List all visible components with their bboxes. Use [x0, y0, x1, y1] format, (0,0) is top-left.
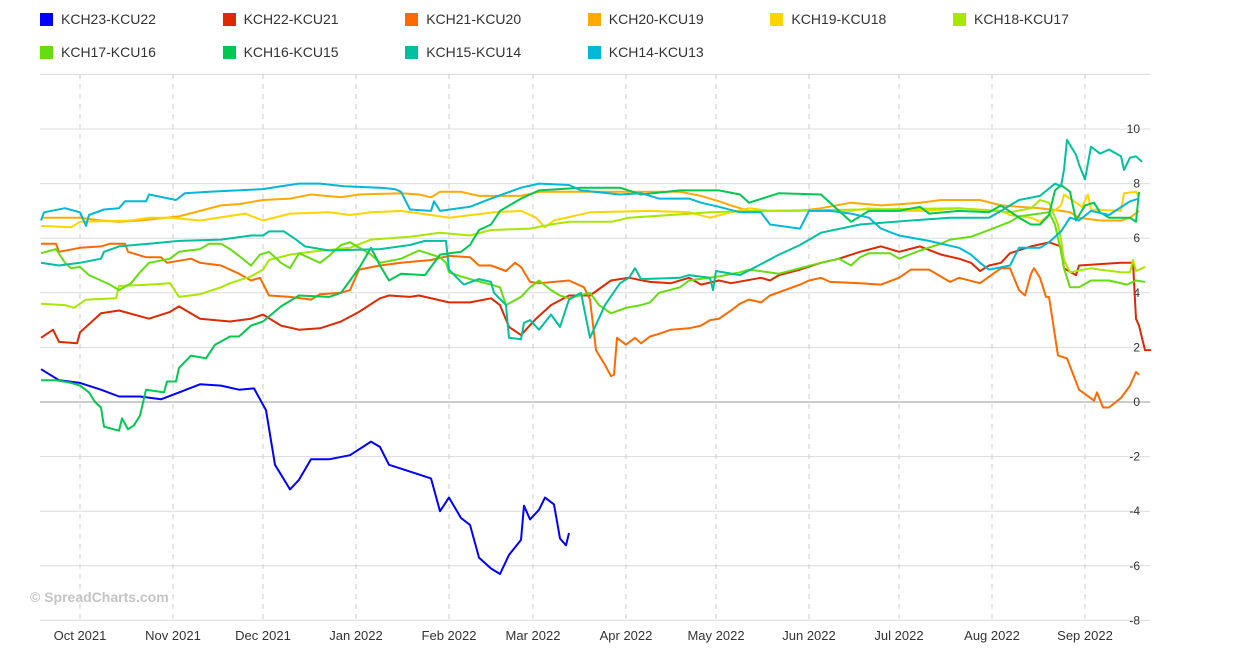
y-tick-label: 6: [1133, 231, 1140, 245]
legend-swatch: [222, 12, 236, 26]
x-tick-label: Jul 2022: [874, 628, 923, 643]
series-line-kch15-kcu14: [40, 138, 1143, 341]
y-tick-label: 10: [1127, 122, 1141, 136]
legend-item-kch14-kcu13[interactable]: KCH14-KCU13: [587, 43, 704, 61]
legend-swatch: [405, 45, 419, 59]
x-axis-labels: Oct 2021 Nov 2021 Dec 2021 Jan 2022 Feb 2022…: [54, 628, 1113, 643]
y-tick-label: 8: [1133, 177, 1140, 191]
series-lines: [40, 138, 1151, 575]
legend-swatch: [40, 12, 53, 26]
legend-item-kch16-kcu15[interactable]: KCH16-KCU15: [222, 43, 339, 61]
x-tick-label: Feb 2022: [422, 628, 477, 643]
legend-swatch: [587, 45, 601, 59]
x-tick-label: Dec 2021: [235, 628, 291, 643]
legend-label: KCH23-KCU22: [61, 11, 156, 27]
y-axis-labels: 10 8 6 4 2 0 -2 -4 -6 -8: [1127, 122, 1141, 627]
x-tick-label: Aug 2022: [964, 628, 1020, 643]
x-tick-label: Apr 2022: [600, 628, 653, 643]
legend-label: KCH20-KCU19: [608, 11, 704, 27]
series-line-kch18-kcu17: [40, 199, 1146, 309]
x-tick-label: Jan 2022: [329, 628, 383, 643]
x-tick-label: Mar 2022: [506, 628, 561, 643]
legend-item-kch21-kcu20[interactable]: KCH21-KCU20: [405, 10, 521, 28]
x-tick-label: Jun 2022: [782, 628, 836, 643]
legend-item-kch17-kcu16[interactable]: KCH17-KCU16: [40, 43, 156, 61]
y-tick-label: -2: [1129, 450, 1140, 464]
legend-label: KCH22-KCU21: [243, 11, 339, 27]
legend-swatch: [405, 12, 419, 26]
legend-label: KCH15-KCU14: [426, 44, 522, 60]
legend-label: KCH14-KCU13: [608, 44, 704, 60]
legend-item-kch22-kcu21[interactable]: KCH22-KCU21: [222, 10, 339, 28]
y-tick-label: 0: [1133, 395, 1140, 409]
legend-swatch: [770, 12, 784, 26]
legend-item-kch23-kcu22[interactable]: KCH23-KCU22: [40, 10, 156, 28]
series-line-kch22-kcu21: [40, 241, 1151, 352]
legend-item-kch15-kcu14[interactable]: KCH15-KCU14: [405, 43, 521, 61]
legend-label: KCH21-KCU20: [426, 11, 522, 27]
legend-item-kch19-kcu18[interactable]: KCH19-KCU18: [770, 10, 886, 28]
x-tick-label: Nov 2021: [145, 628, 201, 643]
legend-item-kch18-kcu17[interactable]: KCH18-KCU17: [953, 10, 1069, 28]
series-line-kch21-kcu20: [41, 242, 1140, 409]
legend-label: KCH17-KCU16: [61, 44, 156, 60]
series-line-kch17-kcu16: [40, 211, 1146, 315]
x-tick-label: Sep 2022: [1057, 628, 1113, 643]
y-tick-label: -4: [1129, 504, 1140, 518]
y-tick-label: 2: [1133, 340, 1140, 354]
legend-swatch: [40, 45, 53, 59]
legend-label: KCH18-KCU17: [974, 11, 1069, 27]
x-tick-label: Oct 2021: [54, 628, 107, 643]
y-tick-label: 4: [1133, 286, 1140, 300]
legend-swatch: [222, 45, 236, 59]
series-line-kch19-kcu18: [40, 190, 1140, 229]
y-tick-label: -8: [1129, 613, 1140, 627]
legend-swatch: [587, 12, 601, 26]
series-line-kch23-kcu22: [40, 368, 570, 575]
series-line-kch20-kcu19: [41, 190, 1140, 223]
legend-label: KCH19-KCU18: [791, 11, 887, 27]
legend-label: KCH16-KCU15: [243, 44, 339, 60]
series-line-kch14-kcu13: [40, 182, 1140, 271]
legend-item-kch20-kcu19[interactable]: KCH20-KCU19: [587, 10, 704, 28]
series-line-kch16-kcu15: [41, 184, 1140, 432]
legend-swatch: [953, 12, 966, 26]
y-tick-label: -6: [1129, 559, 1140, 573]
watermark: © SpreadCharts.com: [30, 589, 169, 605]
x-tick-label: May 2022: [687, 628, 744, 643]
